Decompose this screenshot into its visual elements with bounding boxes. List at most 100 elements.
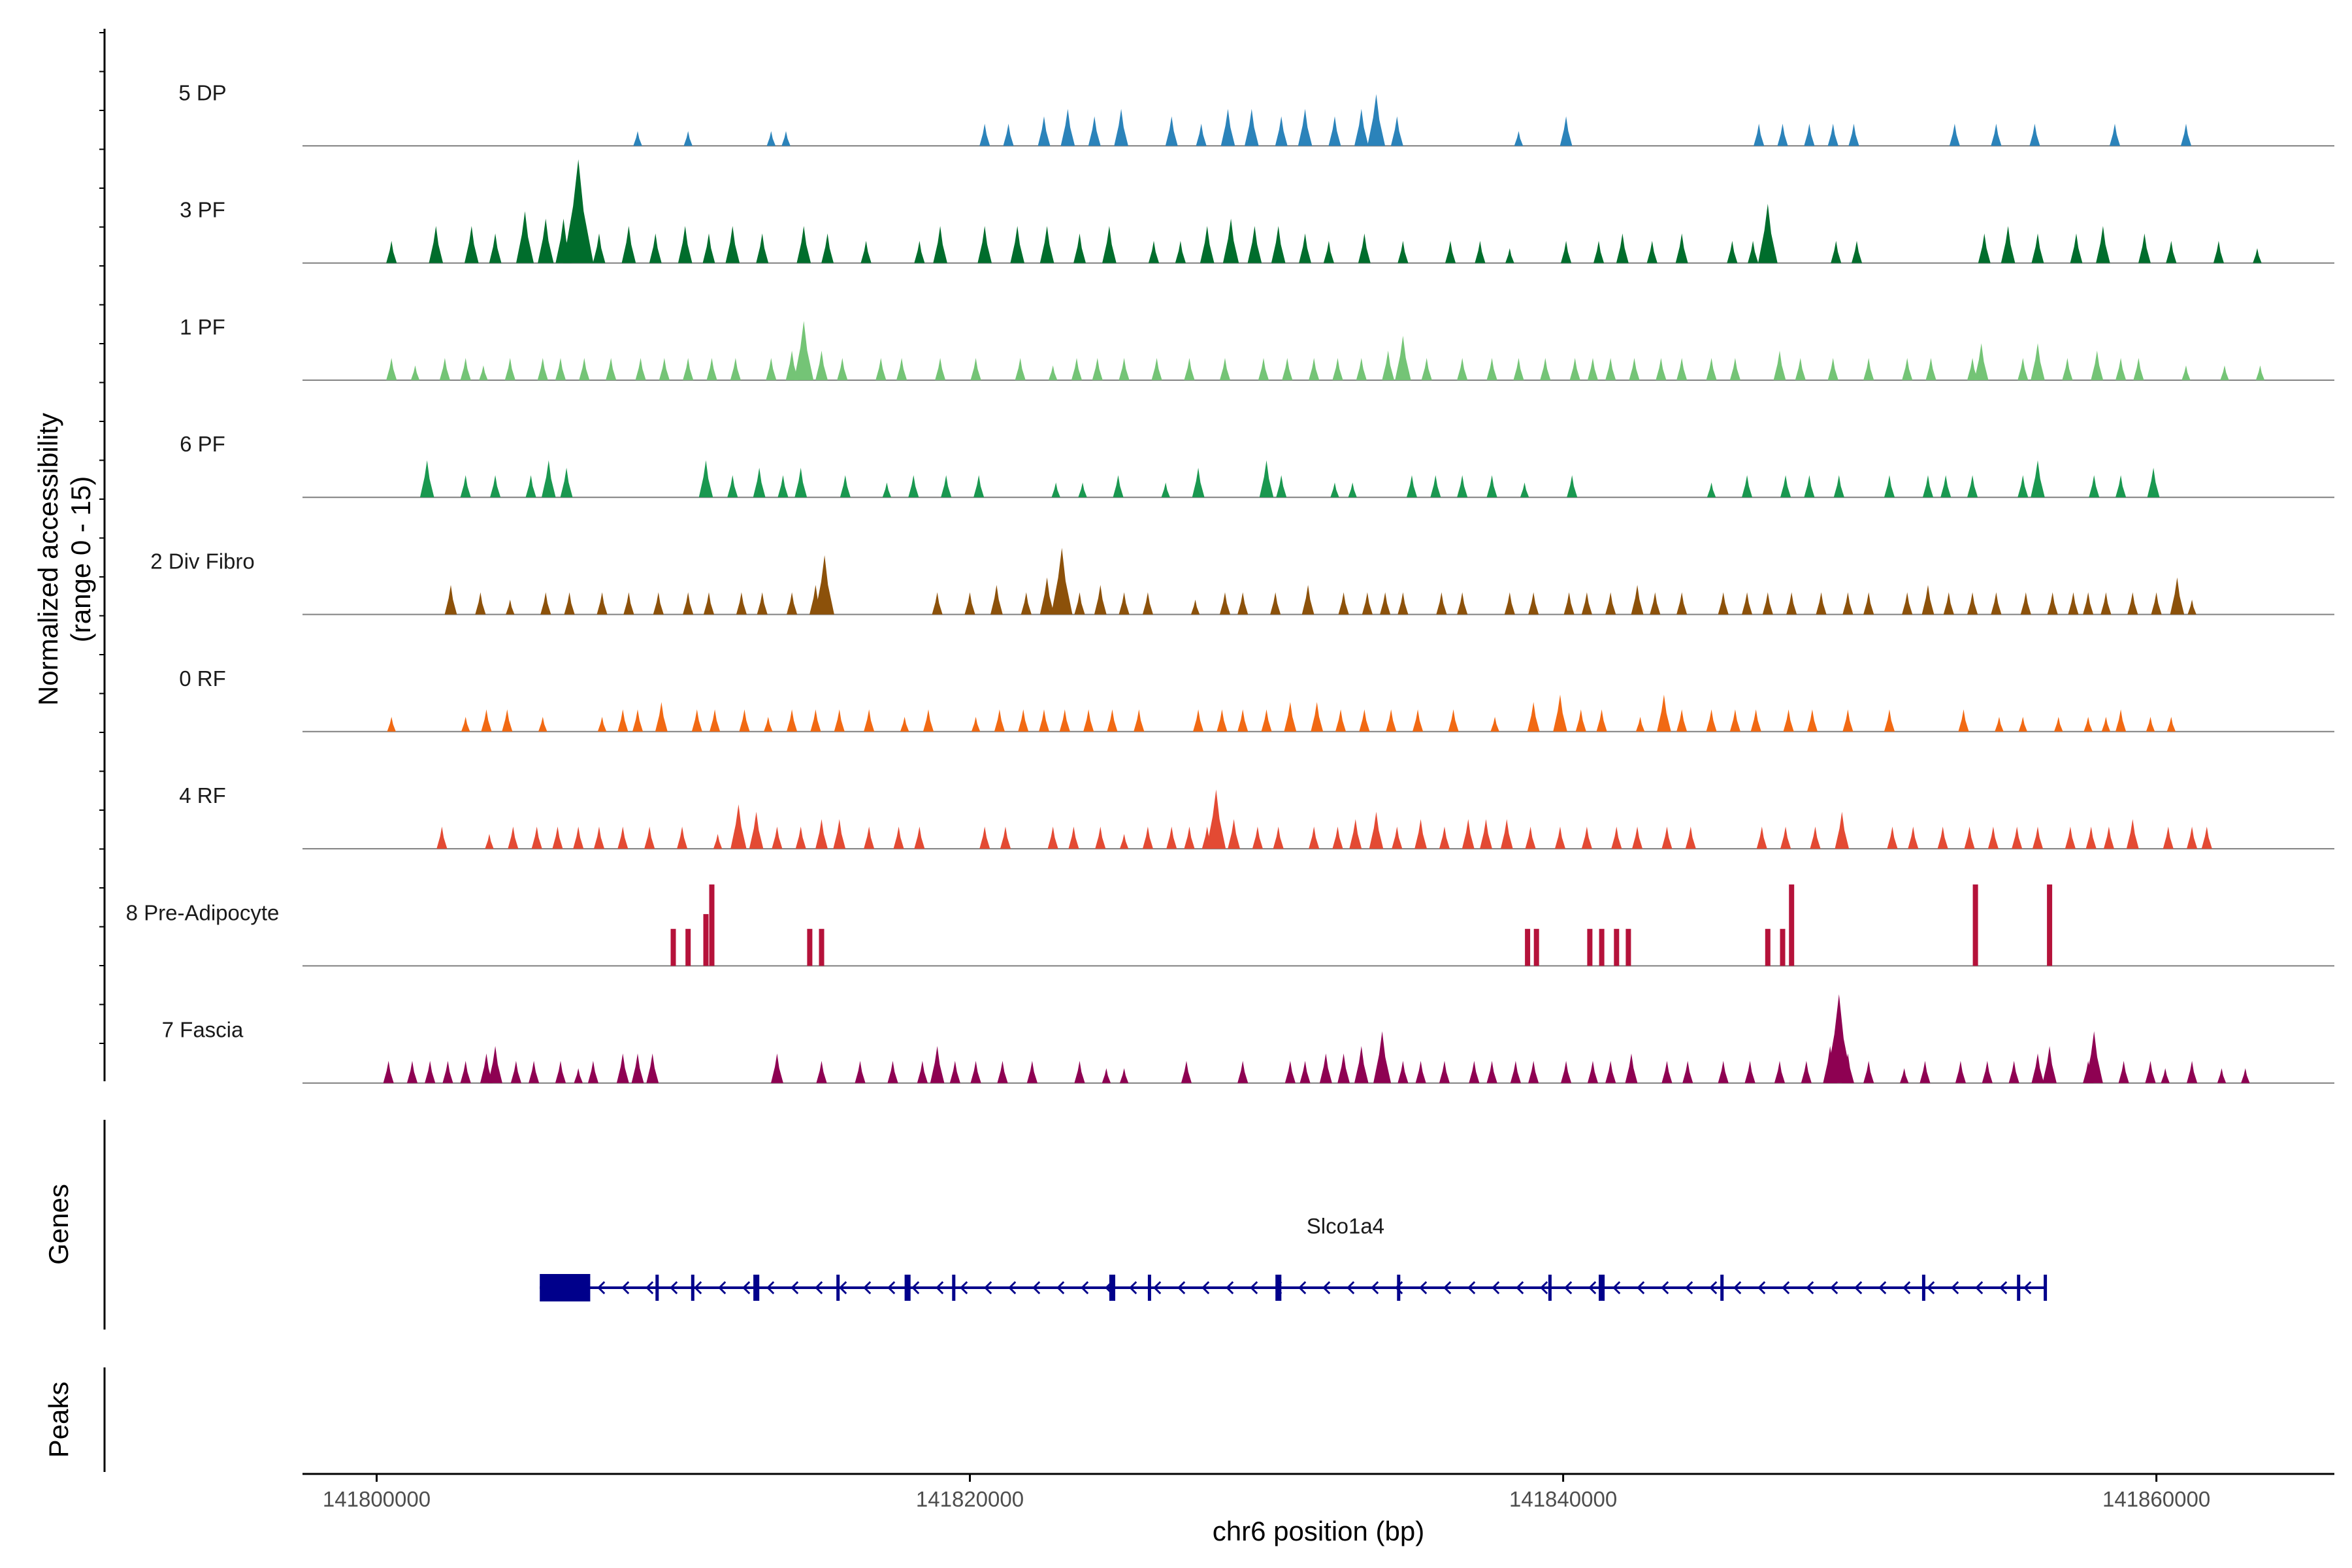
strand-arrow	[1467, 1281, 1476, 1295]
coverage-peak	[1439, 826, 1450, 849]
coverage-peak	[1237, 592, 1249, 615]
coverage-peak	[1421, 357, 1432, 380]
coverage-peak	[2187, 826, 2198, 849]
gene-exon	[1599, 1275, 1605, 1301]
coverage-peak	[1486, 475, 1497, 498]
coverage-peak	[1902, 357, 1913, 380]
strand-arrow	[1081, 1281, 1089, 1295]
coverage-peak	[1415, 1060, 1426, 1083]
coverage-peak	[1261, 709, 1272, 732]
strand-arrow	[1854, 1281, 1863, 1295]
coverage-peak	[683, 592, 694, 615]
coverage-peak	[1252, 826, 1263, 849]
strand-arrow	[1564, 1281, 1573, 1295]
coverage-peak	[1134, 709, 1145, 732]
coverage-peak	[1039, 577, 1054, 615]
coverage-peak	[725, 225, 740, 263]
coverage-peak	[1520, 482, 1529, 498]
coverage-peak	[653, 592, 664, 615]
gene-exon	[1720, 1275, 1724, 1301]
strand-arrow	[815, 1281, 823, 1295]
gene-exon	[1397, 1275, 1401, 1301]
coverage-peak	[2012, 826, 2023, 849]
coverage-peak	[819, 928, 825, 966]
coverage-peak	[973, 475, 985, 498]
coverage-peak	[757, 592, 768, 615]
coverage-peak	[1514, 131, 1524, 146]
coverage-peak	[1397, 592, 1409, 615]
coverage-peak	[436, 826, 448, 849]
coverage-peak	[1510, 1060, 1521, 1083]
coverage-peak	[635, 357, 646, 380]
coverage-peak	[659, 357, 670, 380]
coverage-peak	[1777, 123, 1788, 146]
coverage-peak	[1567, 475, 1578, 498]
coverage-peak	[1270, 592, 1281, 615]
coverage-peak	[860, 240, 872, 263]
gene-exon	[904, 1275, 911, 1301]
coverage-peak	[1151, 357, 1162, 380]
track-label: 5 DP	[178, 80, 226, 105]
coverage-peak	[1037, 116, 1051, 146]
coverage-peak	[537, 357, 548, 380]
coverage-peak	[2146, 717, 2155, 732]
strand-arrow	[694, 1281, 702, 1295]
coverage-peak	[1563, 592, 1575, 615]
coverage-peak	[2118, 1060, 2129, 1083]
coverage-peak	[730, 357, 741, 380]
coverage-peak	[460, 475, 471, 498]
coverage-peak	[386, 357, 397, 380]
strand-arrow	[1757, 1281, 1766, 1295]
gene-exon	[1109, 1275, 1115, 1301]
coverage-peak	[821, 233, 834, 263]
coverage-peak	[490, 475, 501, 498]
coverage-peak	[529, 1060, 540, 1083]
coverage-peak	[1373, 1031, 1392, 1083]
y-axis-title: Normalized accessibility (range 0 - 15)	[33, 413, 96, 706]
coverage-peak	[1810, 826, 1821, 849]
coverage-peak	[1561, 240, 1572, 263]
coverage-peak	[1219, 357, 1231, 380]
coverage-peak	[1217, 709, 1228, 732]
coverage-peak	[1581, 826, 1592, 849]
coverage-peak	[815, 819, 828, 849]
coverage-peak	[2085, 826, 2097, 849]
coverage-peak	[970, 357, 981, 380]
coverage-peak	[2213, 240, 2224, 263]
coverage-peak	[1685, 826, 1696, 849]
strand-arrow	[1830, 1281, 1838, 1295]
coverage-peak	[1206, 789, 1226, 849]
coverage-peak	[1469, 1060, 1480, 1083]
coverage-peak	[1943, 592, 1954, 615]
coverage-peak	[736, 592, 747, 615]
coverage-peak	[1804, 123, 1815, 146]
coverage-peak	[2161, 1068, 2170, 1083]
coverage-peak	[875, 357, 887, 380]
coverage-peak	[1413, 709, 1424, 732]
strand-arrow	[1661, 1281, 1669, 1295]
coverage-peak	[794, 467, 808, 498]
coverage-peak	[887, 1060, 898, 1083]
coverage-peak	[2100, 592, 2112, 615]
strand-arrow	[1298, 1281, 1307, 1295]
strand-arrow	[1903, 1281, 1911, 1295]
coverage-peak	[560, 467, 573, 498]
coverage-peak	[2151, 592, 2162, 615]
coverage-peak	[1676, 357, 1688, 380]
peaks-axis-title: Peaks	[43, 1382, 74, 1458]
coverage-peak	[1039, 225, 1054, 263]
coverage-peak	[1107, 709, 1118, 732]
coverage-peak	[933, 225, 947, 263]
coverage-peak	[964, 592, 975, 615]
coverage-peak	[1656, 357, 1667, 380]
coverage-peak	[1094, 585, 1107, 615]
coverage-peak	[587, 1060, 598, 1083]
coverage-peak	[1611, 826, 1622, 849]
coverage-peak	[2163, 826, 2174, 849]
coverage-peak	[1015, 357, 1026, 380]
coverage-peak	[1332, 826, 1343, 849]
coverage-peak	[833, 819, 846, 849]
coverage-peak	[621, 225, 636, 263]
strand-arrow	[1951, 1281, 1959, 1295]
strand-arrow	[1371, 1281, 1379, 1295]
